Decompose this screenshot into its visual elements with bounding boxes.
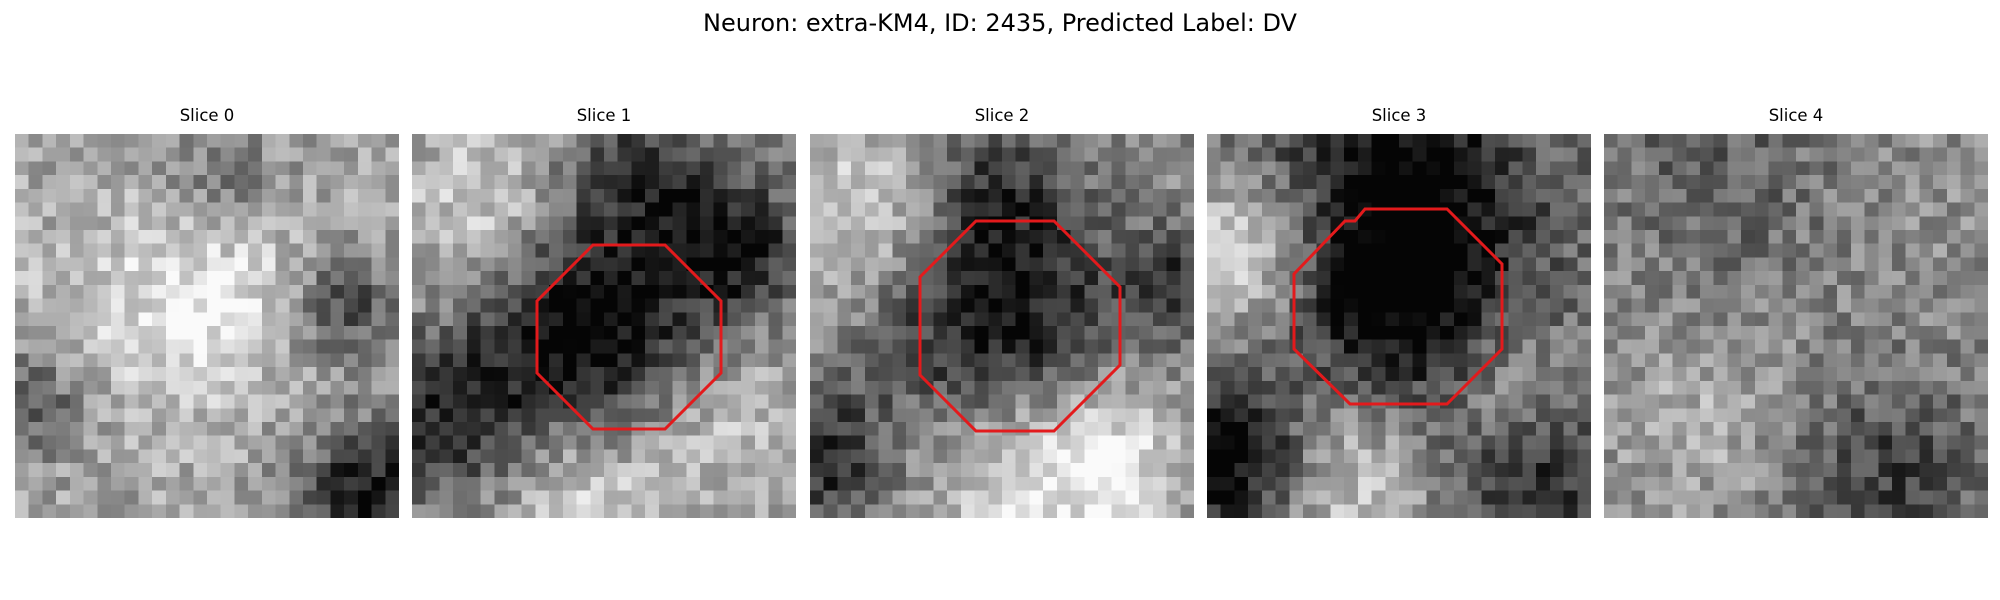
roi-octagon-outline: [918, 219, 1122, 433]
panel-slice-1: Slice 1: [412, 104, 796, 518]
roi-octagon-outline: [535, 243, 723, 431]
panel-slice-0: Slice 0: [15, 104, 399, 518]
slice-2-roi-overlay: [918, 219, 1122, 433]
slice-image: [1207, 134, 1591, 518]
panel-title: Slice 4: [1768, 106, 1824, 125]
slice-1-roi-overlay: [535, 243, 723, 431]
slice-image: [15, 134, 399, 518]
slice-0-grayscale-image: [15, 134, 399, 518]
panel-title: Slice 1: [576, 106, 632, 125]
slice-2-grayscale-image: [810, 134, 1194, 518]
figure-title: Neuron: extra-KM4, ID: 2435, Predicted L…: [703, 9, 1297, 37]
panel-title: Slice 2: [974, 106, 1030, 125]
slice-4-grayscale-image: [1604, 134, 1988, 518]
panel-title: Slice 3: [1371, 106, 1427, 125]
panel-slice-3: Slice 3: [1207, 104, 1591, 518]
slice-image: [1604, 134, 1988, 518]
panel-slice-2: Slice 2: [810, 104, 1194, 518]
slice-1-grayscale-image: [412, 134, 796, 518]
slice-image: [412, 134, 796, 518]
slice-3-grayscale-image: [1207, 134, 1591, 518]
panel-title: Slice 0: [179, 106, 235, 125]
panel-slice-4: Slice 4: [1604, 104, 1988, 518]
roi-octagon-outline: [1292, 207, 1504, 406]
slice-3-roi-overlay: [1292, 207, 1504, 406]
slice-image: [810, 134, 1194, 518]
